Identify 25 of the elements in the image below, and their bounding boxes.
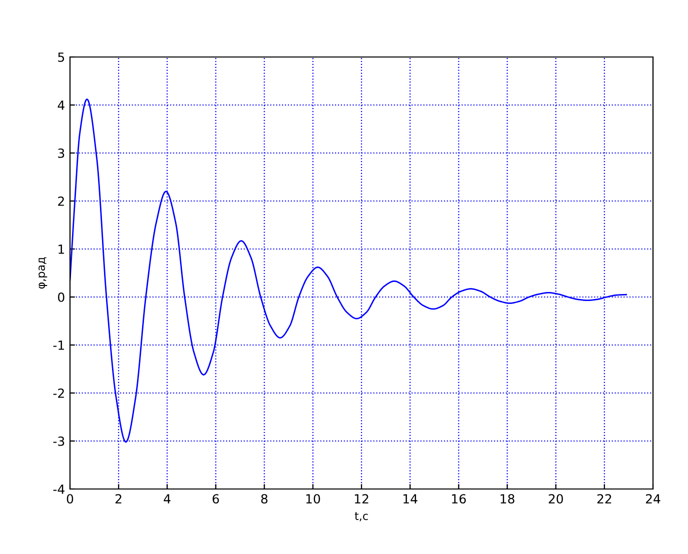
x-tick-label: 24 [646,494,660,504]
x-tick-label: 6 [212,494,219,504]
x-tick-label: 4 [164,494,170,504]
y-tick-label: -2 [53,388,64,398]
y-tick-label: -3 [53,436,64,446]
x-tick-label: 0 [66,494,74,504]
x-tick-label: 22 [597,494,612,504]
y-tick-label: -4 [53,484,64,494]
x-axis-title: t,c [354,512,368,522]
x-tick-label: 18 [500,494,514,504]
y-tick-label: 2 [58,196,64,206]
y-axis-title: φ,рад [38,257,48,289]
x-tick-label: 16 [452,494,466,504]
x-tick-label: 12 [354,494,368,504]
y-tick-label: 0 [58,292,64,302]
x-tick-label: 10 [306,494,320,504]
x-tick-label: 14 [404,494,418,504]
y-tick-label: -1 [53,340,64,350]
y-tick-label: 4 [58,100,64,110]
x-tick-label: 2 [116,494,122,504]
x-tick-label: 20 [548,494,563,504]
y-tick-label: 5 [58,52,64,62]
y-tick-label: 3 [58,148,64,158]
y-tick-label: 1 [58,244,64,254]
x-tick-label: 8 [261,494,268,504]
